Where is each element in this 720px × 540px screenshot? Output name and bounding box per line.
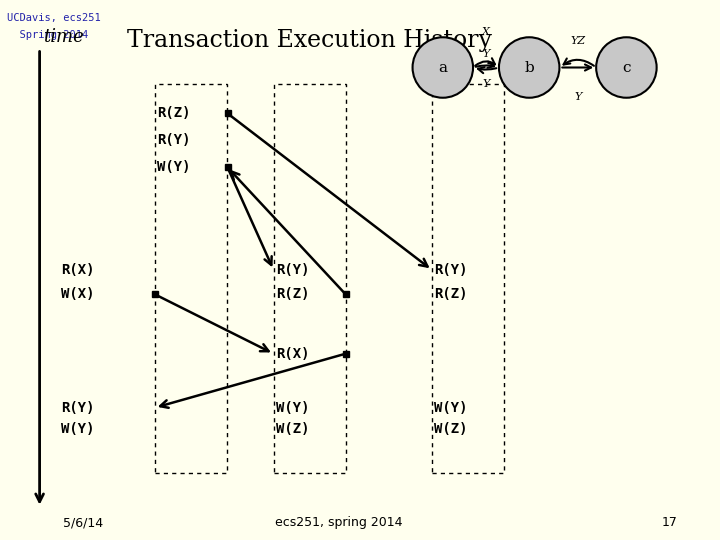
Text: Spring 2014: Spring 2014 [7, 30, 89, 40]
Text: ecs251, spring 2014: ecs251, spring 2014 [274, 516, 402, 529]
Text: W(Z): W(Z) [434, 422, 468, 436]
Text: 5/6/14: 5/6/14 [63, 516, 103, 529]
Text: a: a [438, 60, 447, 75]
Text: Y: Y [482, 79, 490, 89]
Text: R(Z): R(Z) [434, 287, 468, 301]
Text: W(Y): W(Y) [61, 422, 95, 436]
Text: YZ: YZ [570, 36, 585, 45]
Text: X: X [482, 28, 490, 37]
Text: W(Y): W(Y) [276, 401, 310, 415]
Bar [155, 84, 227, 472]
Text: c: c [622, 60, 631, 75]
Text: Transaction Execution History: Transaction Execution History [127, 29, 492, 52]
Text: W(X): W(X) [61, 287, 95, 301]
Text: b: b [524, 60, 534, 75]
Ellipse shape [413, 37, 473, 98]
Text: R(Z): R(Z) [157, 106, 191, 120]
Ellipse shape [499, 37, 559, 98]
Text: time: time [43, 28, 84, 46]
Text: R(X): R(X) [276, 347, 310, 361]
Text: Y: Y [482, 49, 490, 59]
Text: R(Y): R(Y) [61, 401, 95, 415]
Text: UCDavis, ecs251: UCDavis, ecs251 [7, 14, 101, 24]
Text: R(Z): R(Z) [276, 287, 310, 301]
Text: W(Y): W(Y) [157, 160, 191, 174]
Text: Y: Y [574, 92, 582, 102]
Bar [432, 84, 504, 472]
Ellipse shape [596, 37, 657, 98]
Text: R(X): R(X) [61, 263, 95, 277]
Text: 17: 17 [662, 516, 678, 529]
Text: R(Y): R(Y) [157, 133, 191, 147]
Bar [274, 84, 346, 472]
Text: R(Y): R(Y) [434, 263, 468, 277]
Text: W(Z): W(Z) [276, 422, 310, 436]
Text: W(Y): W(Y) [434, 401, 468, 415]
Text: R(Y): R(Y) [276, 263, 310, 277]
